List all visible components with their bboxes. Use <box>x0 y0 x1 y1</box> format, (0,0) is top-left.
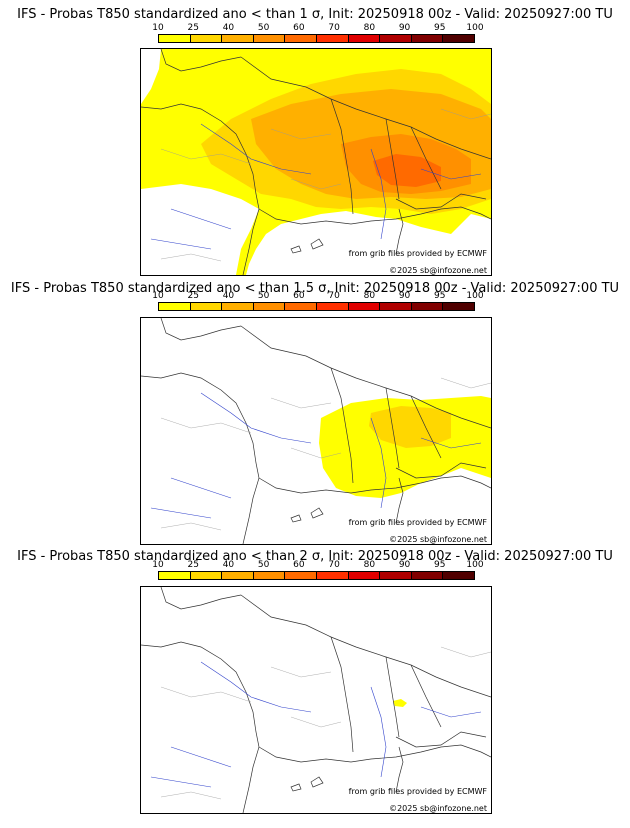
credit-copyright: ©2025 sb@infozone.net <box>389 535 487 544</box>
scale-tick-label: 70 <box>328 291 340 301</box>
scale-bar <box>158 302 475 311</box>
scale-tick-label: 60 <box>293 23 305 33</box>
scale-color-segment <box>159 35 191 42</box>
scale-tick-label: 100 <box>466 291 484 301</box>
probability-map: from grib files provided by ECMWF ©2025 … <box>140 48 492 276</box>
scale-ticks: 10 25 40 50 60 70 80 90 95 100 <box>152 291 483 301</box>
credit-source: from grib files provided by ECMWF <box>348 787 487 796</box>
probability-map: from grib files provided by ECMWF ©2025 … <box>140 317 492 545</box>
scale-color-segment <box>348 303 381 310</box>
scale-tick-label: 60 <box>293 560 305 570</box>
credit-copyright: ©2025 sb@infozone.net <box>389 804 487 813</box>
scale-tick-label: 50 <box>257 23 270 33</box>
scale-color-segment <box>159 303 191 310</box>
scale-tick-label: 90 <box>398 291 411 301</box>
panel-title: IFS - Probas T850 standardized ano < tha… <box>17 7 613 22</box>
credit-source: from grib files provided by ECMWF <box>348 249 487 258</box>
scale-tick-label: 25 <box>187 291 199 301</box>
map-graphic <box>141 587 491 813</box>
credit-source: from grib files provided by ECMWF <box>348 518 487 527</box>
scale-color-segment <box>190 303 223 310</box>
scale-tick-label: 95 <box>434 23 446 33</box>
probability-zone-60 <box>373 154 441 187</box>
map-graphic <box>141 49 491 275</box>
scale-color-segment <box>348 35 381 42</box>
scale-tick-label: 100 <box>466 23 484 33</box>
scale-color-segment <box>222 35 254 42</box>
scale-color-segment <box>348 572 381 579</box>
scale-color-segment <box>316 35 349 42</box>
scale-color-segment <box>222 303 254 310</box>
scale-color-segment <box>285 35 317 42</box>
scale-color-segment <box>380 303 412 310</box>
scale-color-segment <box>253 572 286 579</box>
scale-color-segment <box>443 303 474 310</box>
scale-tick-label: 10 <box>152 291 164 301</box>
scale-tick-label: 25 <box>187 560 199 570</box>
probability-map: from grib files provided by ECMWF ©2025 … <box>140 586 492 814</box>
scale-tick-label: 95 <box>434 560 446 570</box>
scale-tick-label: 90 <box>398 23 411 33</box>
scale-color-segment <box>443 35 474 42</box>
scale-color-segment <box>411 303 444 310</box>
color-scale: 10 25 40 50 60 70 80 90 95 100 <box>152 23 484 45</box>
scale-tick-label: 80 <box>363 560 376 570</box>
scale-tick-label: 40 <box>222 23 235 33</box>
scale-ticks: 10 25 40 50 60 70 80 90 95 100 <box>152 560 483 570</box>
panel-title: IFS - Probas T850 standardized ano < tha… <box>17 549 613 564</box>
scale-color-segment <box>316 572 349 579</box>
scale-color-segment <box>285 303 317 310</box>
scale-tick-label: 10 <box>152 23 164 33</box>
scale-color-segment <box>380 572 412 579</box>
map-graphic <box>141 318 491 544</box>
scale-tick-label: 50 <box>257 560 270 570</box>
scale-color-segment <box>159 572 191 579</box>
scale-color-segment <box>222 572 254 579</box>
scale-bar <box>158 34 475 43</box>
scale-tick-label: 40 <box>222 560 235 570</box>
scale-color-segment <box>253 35 286 42</box>
scale-tick-label: 40 <box>222 291 235 301</box>
color-scale: 10 25 40 50 60 70 80 90 95 100 <box>152 560 484 582</box>
scale-tick-label: 25 <box>187 23 199 33</box>
scale-color-segment <box>411 35 444 42</box>
credit-copyright: ©2025 sb@infozone.net <box>389 266 487 275</box>
scale-tick-label: 60 <box>293 291 305 301</box>
scale-color-segment <box>253 303 286 310</box>
scale-tick-label: 100 <box>466 560 484 570</box>
scale-color-segment <box>190 572 223 579</box>
scale-tick-label: 70 <box>328 560 340 570</box>
scale-tick-label: 80 <box>363 23 376 33</box>
scale-color-segment <box>380 35 412 42</box>
scale-color-segment <box>285 572 317 579</box>
color-scale: 10 25 40 50 60 70 80 90 95 100 <box>152 291 484 313</box>
scale-bar <box>158 571 475 580</box>
probability-zone-10 <box>393 699 407 707</box>
scale-ticks: 10 25 40 50 60 70 80 90 95 100 <box>152 23 483 33</box>
scale-tick-label: 70 <box>328 23 340 33</box>
scale-tick-label: 80 <box>363 291 376 301</box>
scale-tick-label: 10 <box>152 560 164 570</box>
scale-tick-label: 95 <box>434 291 446 301</box>
scale-color-segment <box>411 572 444 579</box>
scale-color-segment <box>190 35 223 42</box>
panel-title: IFS - Probas T850 standardized ano < tha… <box>10 281 620 296</box>
scale-color-segment <box>443 572 474 579</box>
scale-color-segment <box>316 303 349 310</box>
scale-tick-label: 90 <box>398 560 411 570</box>
scale-tick-label: 50 <box>257 291 270 301</box>
